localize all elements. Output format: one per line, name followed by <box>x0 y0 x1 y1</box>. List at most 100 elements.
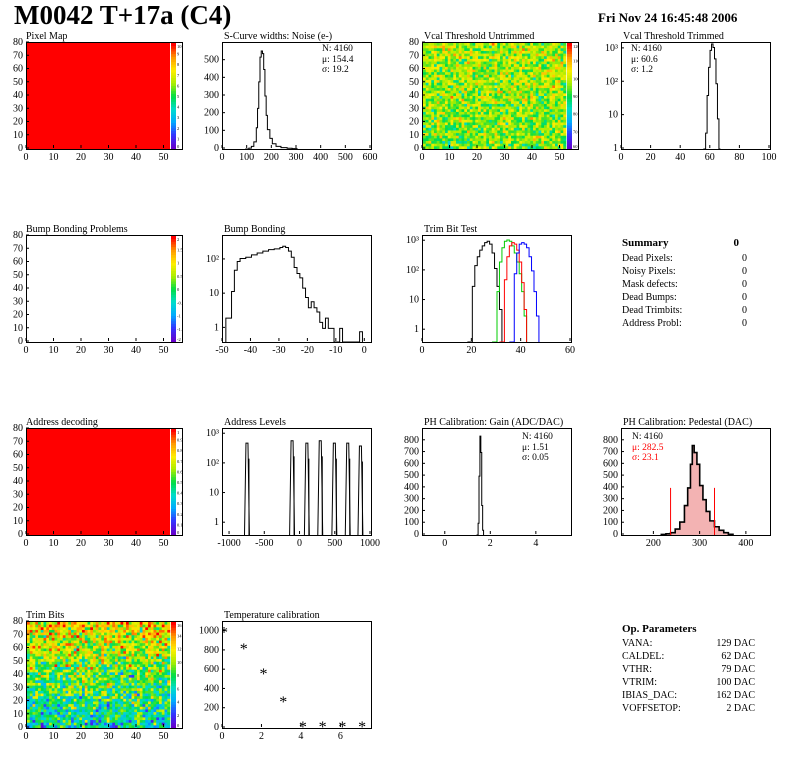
heatmap-cell <box>475 77 479 81</box>
heatmap-cell <box>483 141 487 144</box>
heatmap-cell <box>109 688 113 692</box>
heatmap-cell <box>450 53 454 57</box>
heatmap-cell <box>123 717 127 721</box>
heatmap-cell <box>522 122 526 126</box>
heatmap-cell <box>472 85 476 89</box>
heatmap-cell <box>150 693 154 697</box>
heatmap-cell <box>472 98 476 102</box>
heatmap-cell <box>115 664 119 668</box>
heatmap-cell <box>456 141 460 144</box>
heatmap-cell <box>552 101 556 105</box>
heatmap-cell <box>453 146 457 149</box>
op-param-label: IBIAS_DAC: <box>622 690 678 701</box>
heatmap-cell <box>483 45 487 49</box>
x-tick-label: 0 <box>24 731 29 742</box>
heatmap-cell <box>159 629 163 633</box>
heatmap-cell <box>557 141 561 144</box>
heatmap-cell <box>439 77 443 81</box>
heatmap-cell <box>467 58 471 62</box>
heatmap-cell <box>486 50 490 54</box>
heatmap-cell <box>126 701 130 705</box>
heatmap-cell <box>27 688 31 692</box>
y-tick-label: 100 <box>204 125 219 136</box>
x-tick-label: -20 <box>301 345 314 356</box>
scatter-point: * <box>338 719 346 728</box>
heatmap-cell <box>104 698 108 702</box>
heatmap-cell <box>101 709 105 713</box>
heatmap-cell <box>442 117 446 121</box>
heatmap-cell <box>450 69 454 73</box>
heatmap-cell <box>98 622 102 625</box>
heatmap-cell <box>98 712 102 716</box>
heatmap-cell <box>84 677 88 681</box>
heatmap-cell <box>519 146 523 149</box>
heatmap-cell <box>98 648 102 652</box>
heatmap-cell <box>428 64 432 68</box>
heatmap-cell <box>538 98 542 102</box>
heatmap-cell <box>555 64 559 68</box>
heatmap-cell <box>497 90 501 94</box>
heatmap-cell <box>95 677 99 681</box>
heatmap-cell <box>87 645 91 649</box>
palette-segment <box>567 98 572 102</box>
palette-segment <box>171 492 176 496</box>
heatmap-cell <box>161 685 165 689</box>
heatmap-cell <box>494 125 498 129</box>
y-tick-label: 10 <box>13 709 23 720</box>
heatmap-cell <box>469 103 473 107</box>
heatmap-cell <box>508 64 512 68</box>
heatmap-cell <box>65 720 69 723</box>
heatmap-cell <box>541 125 545 129</box>
heatmap-cell <box>533 53 537 57</box>
x-tick-label: 40 <box>675 152 685 163</box>
heatmap-cell <box>128 690 132 694</box>
heatmap-cell <box>527 96 531 99</box>
heatmap-cell <box>128 656 132 660</box>
heatmap-cell <box>142 701 146 705</box>
heatmap-cell <box>475 117 479 121</box>
heatmap-cell <box>505 58 509 62</box>
x-tick-label: 200 <box>264 152 279 163</box>
heatmap-cell <box>115 627 119 631</box>
heatmap-cell <box>486 114 490 118</box>
heatmap-cell <box>62 629 66 633</box>
heatmap-cell <box>95 688 99 692</box>
heatmap-cell <box>546 146 550 149</box>
heatmap-cell <box>486 72 490 76</box>
heatmap-cell <box>51 675 55 678</box>
heatmap-cell <box>546 125 550 129</box>
heatmap-cell <box>541 88 545 91</box>
heatmap-cell <box>46 685 50 689</box>
heatmap-cell <box>464 114 468 118</box>
heatmap-cell <box>508 66 512 70</box>
heatmap-cell <box>436 90 440 94</box>
heatmap-cell <box>139 693 143 697</box>
heatmap-cell <box>131 640 135 644</box>
heatmap-cell <box>46 632 50 636</box>
heatmap-cell <box>428 45 432 49</box>
heatmap-cell <box>71 722 75 726</box>
heatmap-cell <box>57 675 61 678</box>
heatmap-cell <box>51 627 55 631</box>
palette-segment <box>171 251 176 256</box>
heatmap-cell <box>32 656 36 660</box>
heatmap-cell <box>555 48 559 52</box>
heatmap-cell <box>541 50 545 54</box>
heatmap-cell <box>112 669 116 673</box>
vcal-untrimmed-plot: 60708090100110120 <box>422 42 579 150</box>
heatmap-cell <box>82 632 86 636</box>
heatmap-cell <box>167 720 171 723</box>
heatmap-cell <box>522 114 526 118</box>
palette-segment <box>171 125 176 129</box>
heatmap-cell <box>494 96 498 99</box>
heatmap-cell <box>516 72 520 76</box>
heatmap-cell <box>57 701 61 705</box>
heatmap-cell <box>555 141 559 144</box>
heatmap-cell <box>60 624 64 628</box>
heatmap-cell <box>527 114 531 118</box>
heatmap-cell <box>555 111 559 115</box>
heatmap-cell <box>472 56 476 60</box>
heatmap-cell <box>428 127 432 131</box>
heatmap-cell <box>552 58 556 62</box>
heatmap-cell <box>425 61 429 65</box>
